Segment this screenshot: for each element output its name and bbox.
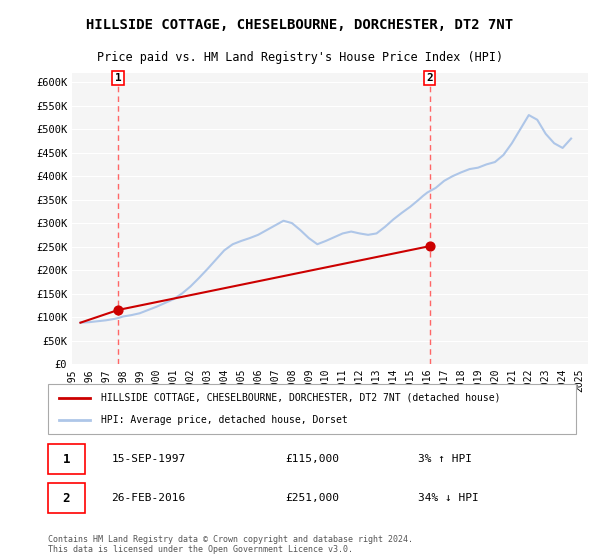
Text: Price paid vs. HM Land Registry's House Price Index (HPI): Price paid vs. HM Land Registry's House … [97,51,503,64]
Text: 1: 1 [115,73,121,83]
Text: £251,000: £251,000 [286,493,340,503]
Text: 34% ↓ HPI: 34% ↓ HPI [418,493,478,503]
Text: 2: 2 [63,492,70,505]
Text: 2: 2 [427,73,433,83]
Text: 3% ↑ HPI: 3% ↑ HPI [418,454,472,464]
Text: 26-FEB-2016: 26-FEB-2016 [112,493,185,503]
FancyBboxPatch shape [48,444,85,474]
Point [425,241,434,250]
Text: HPI: Average price, detached house, Dorset: HPI: Average price, detached house, Dors… [101,415,347,425]
FancyBboxPatch shape [48,483,85,514]
Text: 15-SEP-1997: 15-SEP-1997 [112,454,185,464]
Text: 1: 1 [63,452,70,465]
Text: Contains HM Land Registry data © Crown copyright and database right 2024.
This d: Contains HM Land Registry data © Crown c… [48,535,413,554]
Text: £115,000: £115,000 [286,454,340,464]
FancyBboxPatch shape [48,384,576,434]
Point [113,306,123,315]
Text: HILLSIDE COTTAGE, CHESELBOURNE, DORCHESTER, DT2 7NT (detached house): HILLSIDE COTTAGE, CHESELBOURNE, DORCHEST… [101,393,500,403]
Text: HILLSIDE COTTAGE, CHESELBOURNE, DORCHESTER, DT2 7NT: HILLSIDE COTTAGE, CHESELBOURNE, DORCHEST… [86,18,514,32]
